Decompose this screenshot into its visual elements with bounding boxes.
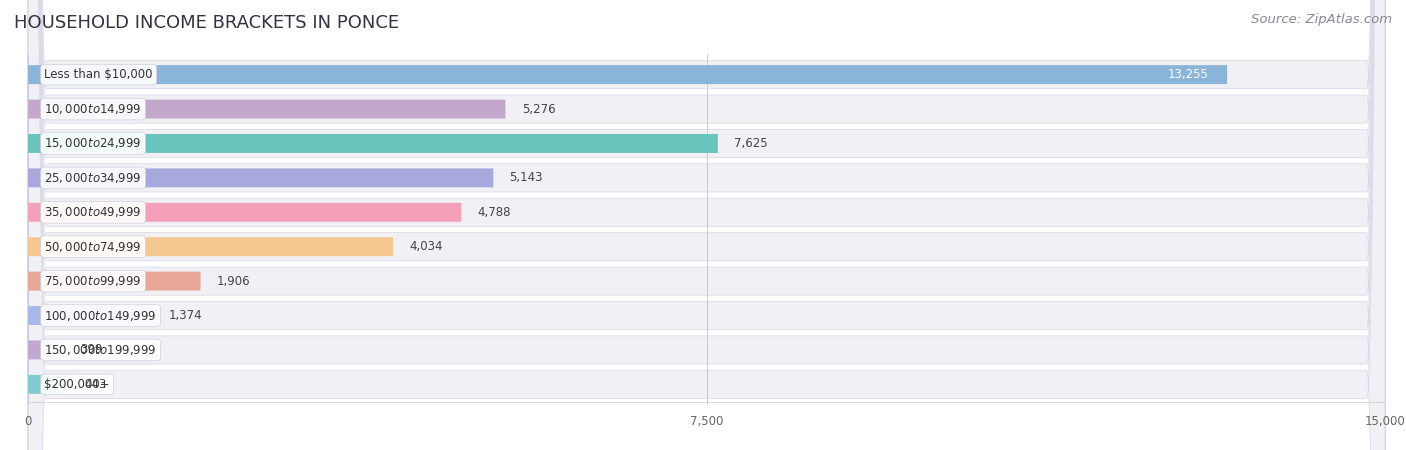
Text: $10,000 to $14,999: $10,000 to $14,999 — [45, 102, 142, 116]
Text: Source: ZipAtlas.com: Source: ZipAtlas.com — [1251, 14, 1392, 27]
FancyBboxPatch shape — [28, 0, 1385, 450]
FancyBboxPatch shape — [28, 0, 1385, 450]
FancyBboxPatch shape — [28, 134, 718, 153]
FancyBboxPatch shape — [28, 0, 1385, 450]
Text: $100,000 to $149,999: $100,000 to $149,999 — [45, 309, 157, 323]
Text: 4,788: 4,788 — [478, 206, 510, 219]
Text: HOUSEHOLD INCOME BRACKETS IN PONCE: HOUSEHOLD INCOME BRACKETS IN PONCE — [14, 14, 399, 32]
FancyBboxPatch shape — [28, 203, 461, 222]
FancyBboxPatch shape — [28, 237, 394, 256]
FancyBboxPatch shape — [28, 168, 494, 187]
FancyBboxPatch shape — [28, 0, 1385, 450]
Text: Less than $10,000: Less than $10,000 — [45, 68, 153, 81]
Text: 443: 443 — [84, 378, 107, 391]
Text: $15,000 to $24,999: $15,000 to $24,999 — [45, 136, 142, 150]
Text: $150,000 to $199,999: $150,000 to $199,999 — [45, 343, 157, 357]
FancyBboxPatch shape — [28, 0, 1385, 450]
Text: 13,255: 13,255 — [1168, 68, 1209, 81]
FancyBboxPatch shape — [28, 272, 201, 291]
Text: 7,625: 7,625 — [734, 137, 768, 150]
Text: $35,000 to $49,999: $35,000 to $49,999 — [45, 205, 142, 219]
Text: $200,000+: $200,000+ — [45, 378, 110, 391]
Text: $25,000 to $34,999: $25,000 to $34,999 — [45, 171, 142, 185]
Text: 1,374: 1,374 — [169, 309, 202, 322]
FancyBboxPatch shape — [28, 0, 1385, 450]
FancyBboxPatch shape — [28, 341, 65, 360]
FancyBboxPatch shape — [28, 0, 1385, 450]
Text: 1,906: 1,906 — [217, 274, 250, 288]
Text: $75,000 to $99,999: $75,000 to $99,999 — [45, 274, 142, 288]
FancyBboxPatch shape — [28, 99, 505, 118]
Text: 5,143: 5,143 — [509, 171, 543, 184]
FancyBboxPatch shape — [28, 306, 152, 325]
Text: 399: 399 — [80, 343, 103, 356]
FancyBboxPatch shape — [28, 0, 1385, 450]
FancyBboxPatch shape — [28, 65, 1227, 84]
Text: 5,276: 5,276 — [522, 103, 555, 116]
Text: 4,034: 4,034 — [409, 240, 443, 253]
FancyBboxPatch shape — [28, 0, 1385, 450]
FancyBboxPatch shape — [28, 375, 67, 394]
FancyBboxPatch shape — [28, 0, 1385, 450]
Text: $50,000 to $74,999: $50,000 to $74,999 — [45, 240, 142, 254]
